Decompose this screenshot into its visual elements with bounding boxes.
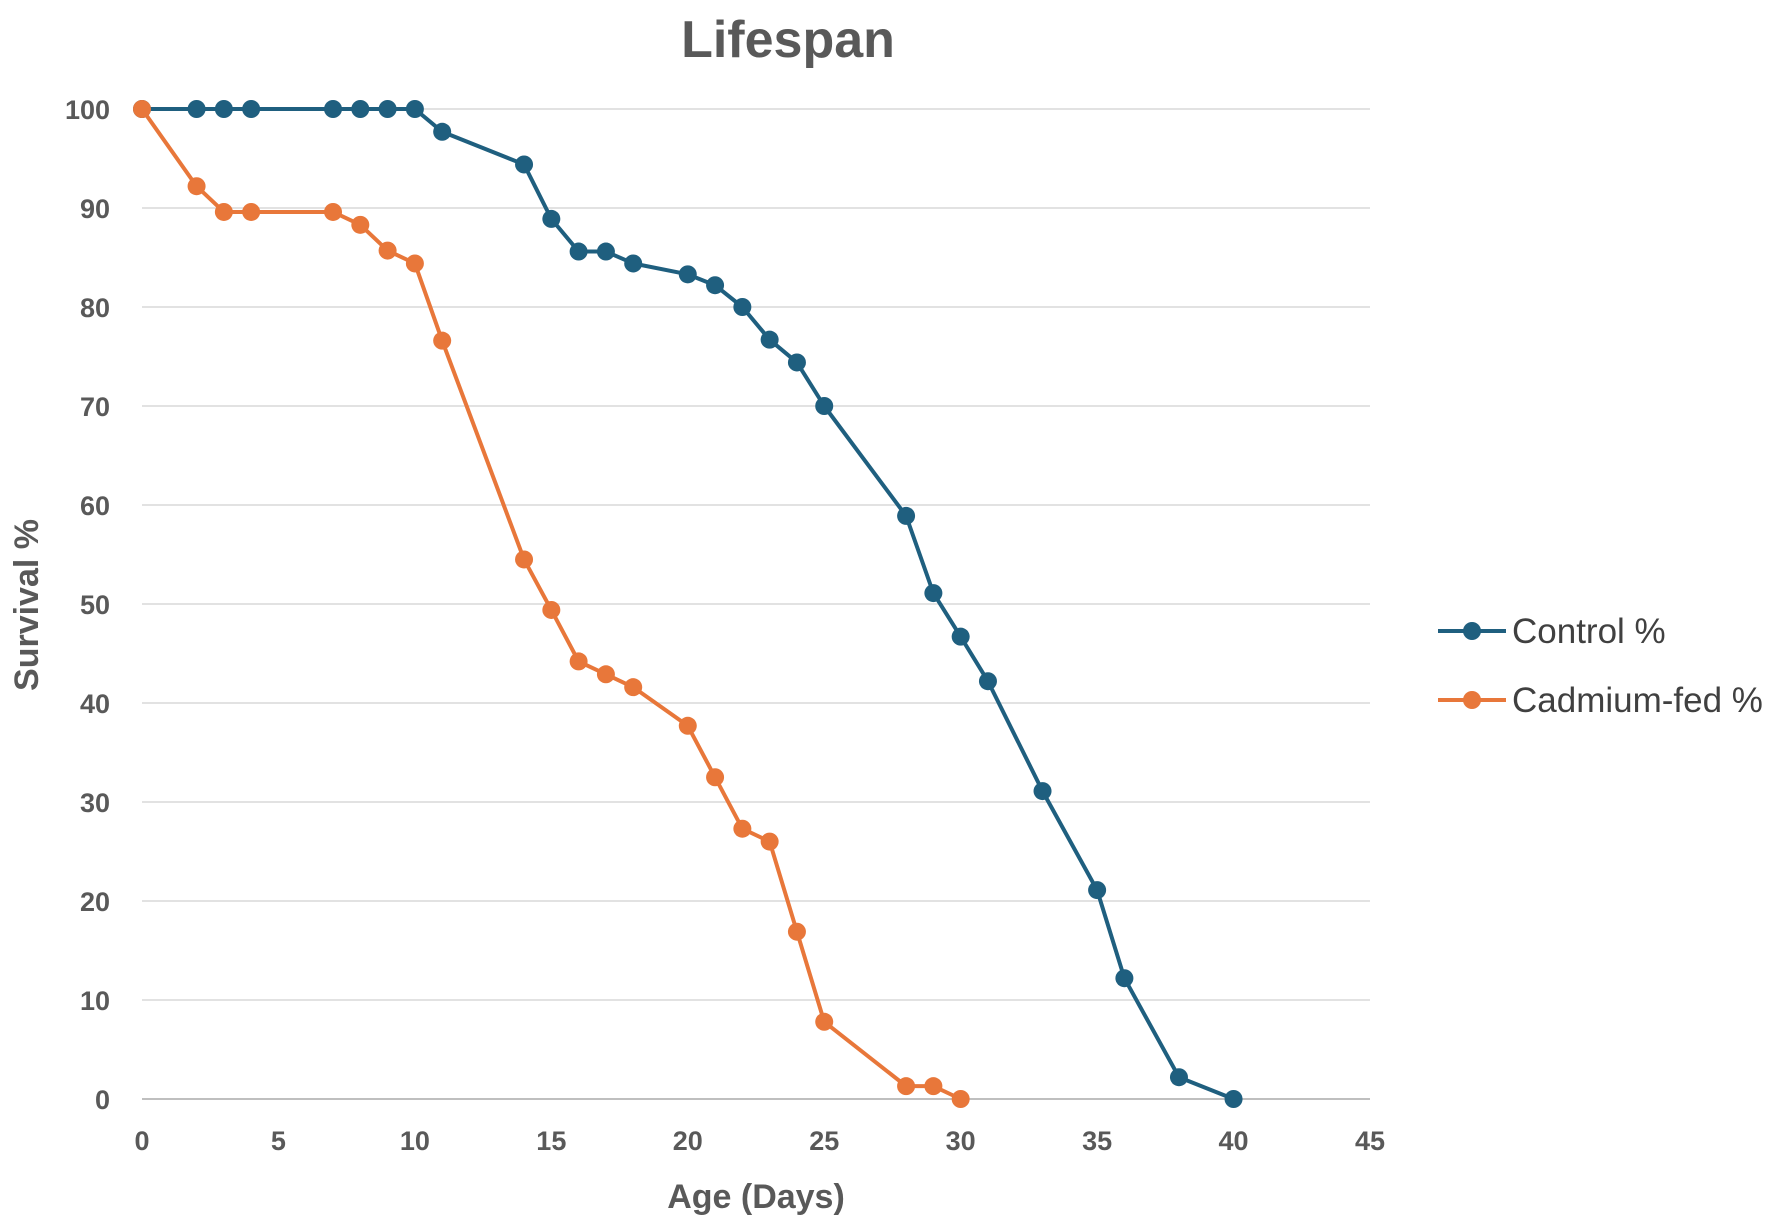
y-tick-label: 80 — [80, 293, 110, 323]
data-point-control — [351, 100, 370, 118]
legend-marker-control — [1463, 622, 1481, 640]
data-point-cadmium — [542, 600, 561, 619]
y-tick-label: 40 — [80, 689, 110, 719]
x-tick-label: 5 — [271, 1126, 286, 1156]
x-tick-label: 35 — [1082, 1126, 1112, 1156]
x-axis-ticks: 0 5 10 15 20 25 30 35 40 45 — [134, 1126, 1385, 1156]
data-point-cadmium — [515, 550, 534, 569]
y-tick-label: 100 — [65, 95, 110, 125]
legend-item-control[interactable]: Control % — [1438, 612, 1666, 651]
data-point-control — [1169, 1068, 1188, 1087]
data-point-cadmium — [733, 819, 752, 838]
data-point-cadmium — [433, 331, 452, 350]
data-point-control — [706, 276, 725, 295]
data-point-cadmium — [897, 1077, 916, 1096]
data-point-cadmium — [214, 202, 233, 221]
data-point-control — [433, 122, 452, 141]
y-tick-label: 0 — [95, 1085, 110, 1115]
data-point-cadmium — [815, 1012, 834, 1031]
data-point-control — [542, 209, 561, 228]
data-point-cadmium — [951, 1090, 970, 1108]
data-point-control — [596, 242, 615, 261]
data-point-cadmium — [596, 665, 615, 684]
data-point-control — [1088, 881, 1107, 900]
data-point-cadmium — [760, 832, 779, 851]
x-tick-label: 30 — [946, 1126, 976, 1156]
data-point-control — [624, 254, 643, 273]
data-point-control — [787, 353, 806, 372]
data-point-control — [760, 330, 779, 349]
data-point-control — [405, 100, 424, 118]
data-point-control — [678, 265, 697, 284]
legend[interactable]: Control % Cadmium-fed % — [1438, 612, 1763, 720]
legend-marker-cadmium — [1463, 691, 1481, 709]
gridlines — [142, 108, 1370, 1001]
y-tick-label: 30 — [80, 788, 110, 818]
data-point-cadmium — [378, 241, 397, 260]
data-point-control — [815, 397, 834, 415]
x-axis-title: Age (Days) — [667, 1178, 845, 1216]
data-point-cadmium — [187, 177, 206, 196]
y-tick-label: 20 — [80, 887, 110, 917]
data-point-control — [1115, 969, 1134, 988]
y-axis-title: Survival % — [8, 519, 46, 691]
x-tick-label: 10 — [400, 1126, 430, 1156]
data-point-control — [924, 584, 943, 603]
data-point-cadmium — [351, 215, 370, 234]
legend-label-control: Control % — [1512, 612, 1666, 651]
data-point-cadmium — [787, 922, 806, 941]
data-point-control — [378, 100, 397, 118]
y-tick-label: 90 — [80, 194, 110, 224]
data-point-control — [324, 100, 343, 118]
data-point-cadmium — [133, 100, 151, 118]
data-point-control — [242, 100, 261, 118]
data-point-cadmium — [706, 768, 725, 787]
data-point-cadmium — [405, 254, 424, 273]
y-tick-label: 70 — [80, 392, 110, 422]
data-point-cadmium — [324, 202, 343, 221]
data-point-cadmium — [678, 716, 697, 735]
data-point-cadmium — [924, 1077, 943, 1096]
x-tick-label: 15 — [536, 1126, 566, 1156]
y-tick-label: 10 — [80, 986, 110, 1016]
legend-item-cadmium[interactable]: Cadmium-fed % — [1438, 681, 1763, 720]
series-cadmium — [133, 100, 970, 1108]
y-tick-label: 60 — [80, 491, 110, 521]
data-point-control — [1033, 782, 1052, 801]
data-point-control — [515, 155, 534, 174]
y-axis-ticks: 0 10 20 30 40 50 60 70 80 90 100 — [65, 95, 110, 1115]
data-point-cadmium — [569, 652, 588, 671]
data-point-control — [1224, 1090, 1243, 1108]
data-point-control — [187, 100, 206, 118]
series-group — [133, 100, 1243, 1108]
x-tick-label: 0 — [134, 1126, 149, 1156]
data-point-control — [569, 242, 588, 261]
x-tick-label: 45 — [1355, 1126, 1385, 1156]
legend-label-cadmium: Cadmium-fed % — [1512, 681, 1763, 720]
x-tick-label: 20 — [673, 1126, 703, 1156]
data-point-control — [733, 298, 752, 316]
data-point-control — [214, 100, 233, 118]
data-point-cadmium — [242, 202, 261, 221]
data-point-control — [897, 506, 916, 525]
x-tick-label: 40 — [1219, 1126, 1249, 1156]
x-tick-label: 25 — [809, 1126, 839, 1156]
data-point-cadmium — [624, 678, 643, 697]
data-point-control — [978, 672, 997, 691]
data-point-control — [951, 627, 970, 646]
chart-title: Lifespan — [681, 11, 895, 69]
y-tick-label: 50 — [80, 590, 110, 620]
